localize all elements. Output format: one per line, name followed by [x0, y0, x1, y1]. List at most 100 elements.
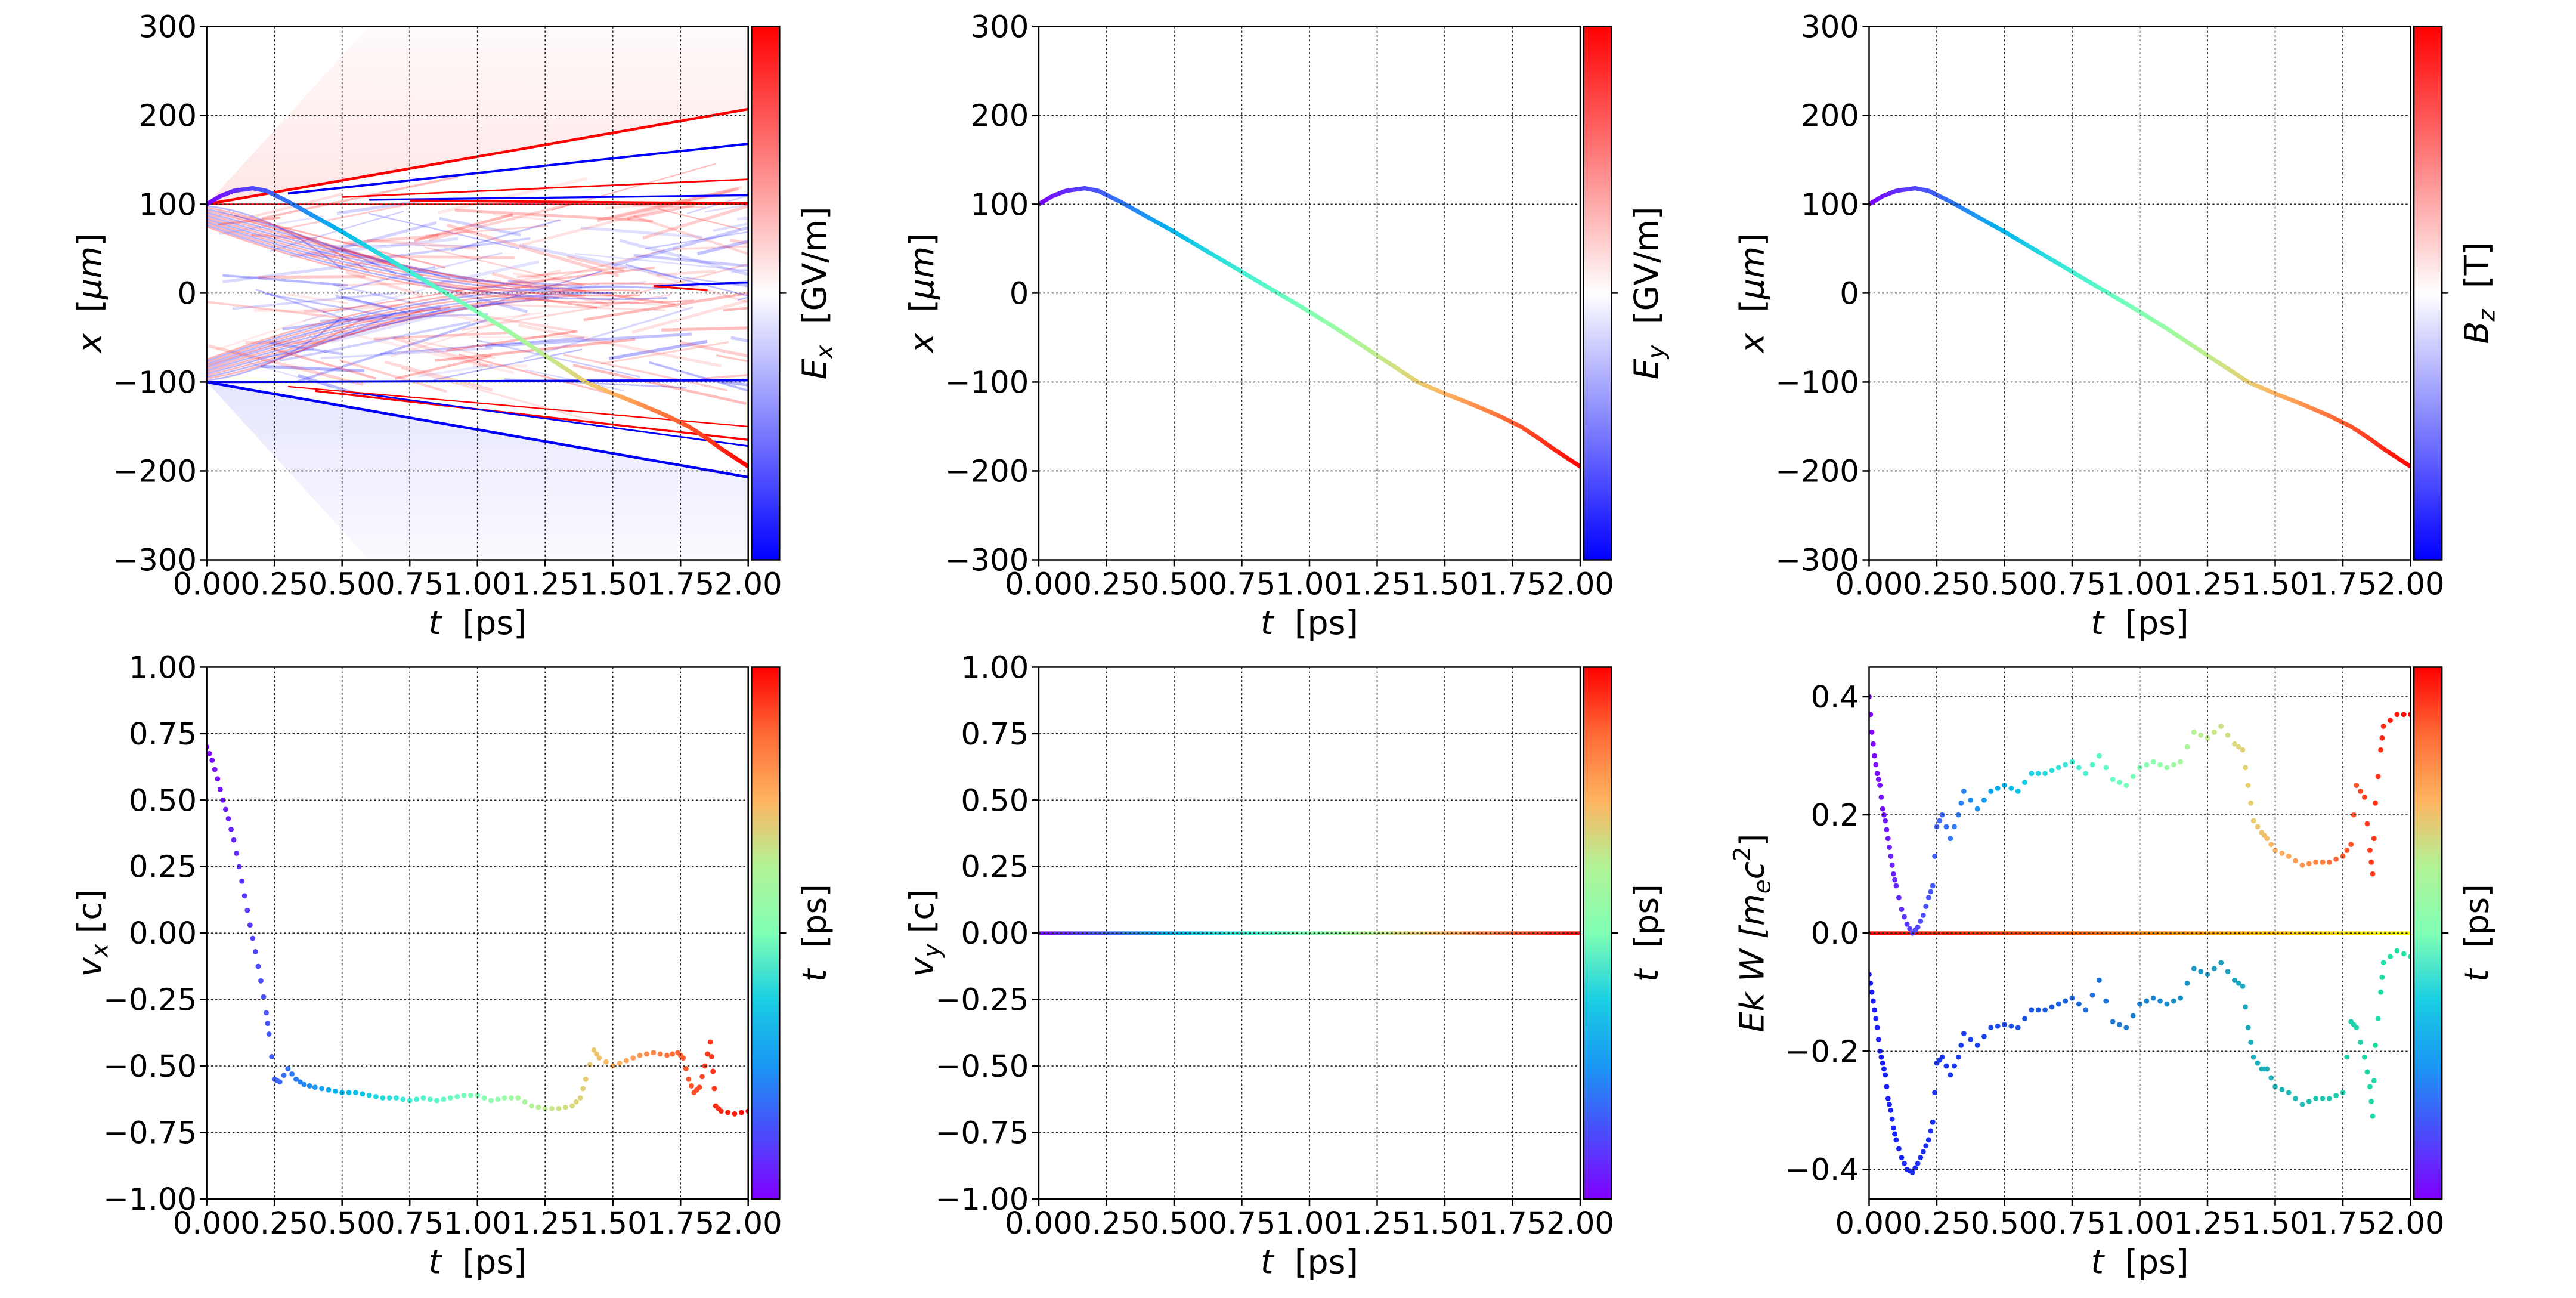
y-axis-label-sub: x: [87, 943, 114, 958]
field-fringe: [541, 284, 676, 306]
field-fringe: [285, 293, 349, 305]
data-point: [1869, 980, 1874, 986]
data-point: [1869, 729, 1875, 735]
data-point: [664, 1052, 670, 1058]
x-axis-label: t [ps]: [1261, 604, 1358, 642]
data-point: [427, 1096, 433, 1102]
data-point: [1907, 926, 1913, 932]
data-point: [2022, 780, 2027, 786]
y-axis-label-var: v: [903, 957, 942, 977]
data-point: [2370, 1113, 2376, 1119]
data-point: [2358, 789, 2363, 794]
data-point: [252, 948, 258, 954]
field-fringe: [425, 260, 540, 288]
field-fringe: [255, 289, 349, 321]
data-point: [1885, 1096, 1891, 1101]
data-point: [2110, 1019, 2116, 1025]
x-tick-label: 1.00: [1275, 567, 1343, 602]
colorbar: Ex [GV/m]: [751, 26, 838, 561]
field-fringe-arc: [206, 314, 370, 380]
y-axis-label-unit: [c]: [71, 889, 109, 944]
data-point: [1904, 921, 1910, 927]
data-point: [2029, 1007, 2035, 1013]
field-fringe: [522, 188, 734, 246]
y-axis-label-unit: μm: [903, 246, 942, 300]
y-axis-label: vy [c]: [903, 889, 946, 977]
data-point: [683, 1066, 689, 1071]
data-point: [206, 750, 212, 756]
data-point: [2211, 966, 2217, 972]
field-fringe: [627, 203, 695, 220]
data-point: [1874, 1025, 1880, 1031]
data-point: [2150, 995, 2156, 1001]
field-fringe: [218, 210, 357, 255]
data-point: [1877, 1048, 1883, 1054]
y-tick-label: −0.50: [103, 1049, 197, 1084]
data-point: [2367, 848, 2373, 853]
field-fringe: [303, 288, 426, 322]
field-fringe: [566, 255, 624, 272]
field-fringe: [524, 283, 600, 299]
data-point: [2083, 1007, 2089, 1013]
data-point: [2375, 1016, 2381, 1022]
data-point: [407, 1098, 413, 1104]
data-point: [239, 878, 245, 884]
y-axis-label-unit: μm: [1733, 246, 1772, 300]
data-point: [1948, 836, 1953, 842]
data-point: [1948, 1072, 1953, 1078]
y-tick-label: 100: [138, 187, 197, 222]
field-fringe-arc: [206, 216, 532, 287]
data-point: [2243, 765, 2249, 771]
data-point: [2240, 983, 2246, 989]
data-point: [699, 1074, 705, 1080]
y-tick-label: −0.2: [1785, 1034, 1859, 1070]
data-point: [1925, 1137, 1931, 1143]
data-point: [2191, 729, 2197, 735]
data-point: [1932, 853, 1938, 859]
data-point: [461, 1092, 467, 1098]
x-tick-label: 0.75: [2038, 1206, 2106, 1241]
data-point: [2015, 789, 2021, 794]
data-point: [2375, 774, 2381, 780]
data-point: [475, 1092, 481, 1098]
grid: [206, 666, 749, 1200]
y-tick-label: −0.4: [1785, 1152, 1859, 1188]
data-point: [2055, 765, 2061, 771]
field-fringe-arc: [206, 211, 451, 280]
y-axis-label: x [μm]: [71, 233, 109, 354]
y-axis-label-unit: [: [71, 299, 109, 333]
data-point: [2313, 859, 2319, 865]
field-fringe-arc: [206, 299, 532, 370]
field-fringe: [469, 336, 589, 338]
field-fringe-arc: [206, 206, 370, 273]
data-point: [1873, 762, 1879, 768]
data-point: [2286, 853, 2292, 859]
data-point: [680, 1055, 686, 1061]
x-tick-label: 1.50: [2241, 1206, 2309, 1241]
field-fringe: [625, 264, 748, 297]
field-fringe: [656, 270, 716, 277]
y-tick-label: −0.50: [935, 1049, 1029, 1084]
data-point: [2211, 729, 2217, 735]
x-axis-label-unit: [ps]: [2104, 1243, 2188, 1281]
data-point: [1892, 877, 1898, 883]
data-point: [2344, 848, 2350, 853]
data-point: [1875, 1037, 1881, 1042]
x-tick-label: 1.00: [444, 567, 512, 602]
x-tick-label: 1.75: [1479, 1206, 1547, 1241]
field-fringe: [682, 276, 748, 288]
data-point: [1961, 789, 1967, 794]
grid: [1868, 26, 2411, 561]
data-point: [247, 922, 253, 928]
data-point: [2286, 1090, 2292, 1096]
field-fringe: [572, 363, 747, 405]
data-point: [2367, 1084, 2373, 1090]
field-fringe: [392, 336, 488, 367]
data-point: [1943, 1063, 1949, 1069]
y-axis-label-text: c: [1733, 861, 1772, 879]
data-point: [2089, 992, 2095, 998]
data-point: [414, 1096, 419, 1102]
y-tick-label: 1.00: [129, 650, 197, 685]
field-fringe: [340, 295, 407, 313]
x-axis-label-unit: [ps]: [1274, 604, 1358, 642]
